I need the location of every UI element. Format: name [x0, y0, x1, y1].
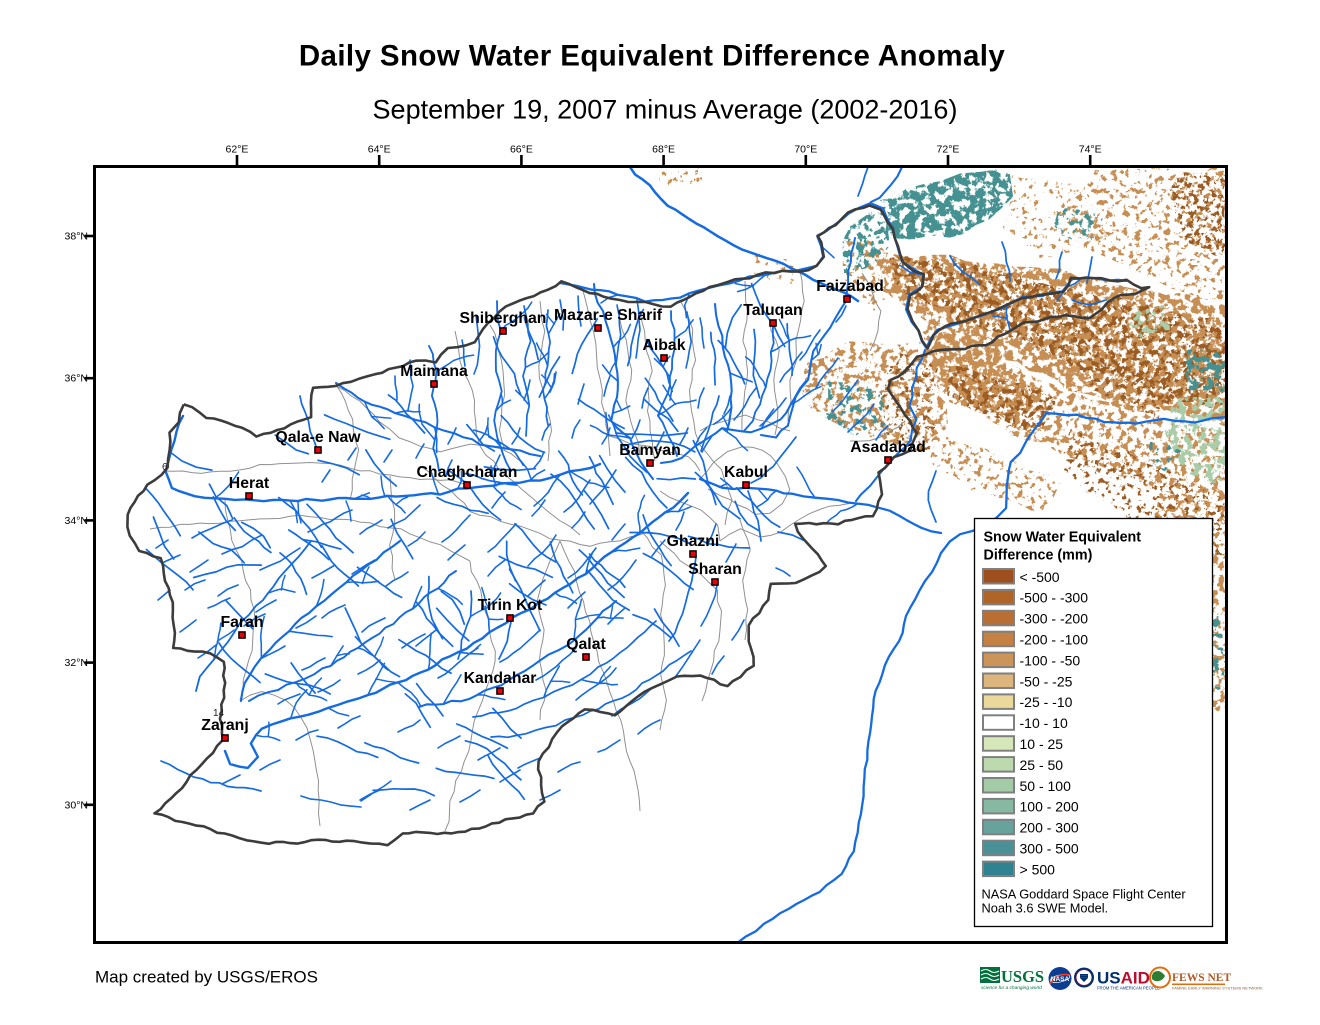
svg-text:100 - 200: 100 - 200: [1020, 799, 1079, 815]
svg-text:FAMINE EARLY WARNING SYSTEMS N: FAMINE EARLY WARNING SYSTEMS NETWORK: [1172, 986, 1263, 991]
svg-text:Difference (mm): Difference (mm): [984, 548, 1093, 564]
svg-text:34°N: 34°N: [65, 515, 88, 527]
svg-text:50 - 100: 50 - 100: [1020, 778, 1072, 794]
svg-text:Daily Snow Water Equivalent Di: Daily Snow Water Equivalent Difference A…: [299, 40, 1006, 73]
svg-text:Noah 3.6 SWE Model.: Noah 3.6 SWE Model.: [982, 901, 1109, 916]
svg-text:Snow Water Equivalent: Snow Water Equivalent: [984, 530, 1142, 546]
svg-text:Qala-e Naw: Qala-e Naw: [275, 429, 361, 446]
svg-text:-50 - -25: -50 - -25: [1020, 673, 1073, 689]
svg-text:NASA Goddard Space Flight Cent: NASA Goddard Space Flight Center: [982, 887, 1187, 902]
svg-text:Asadabad: Asadabad: [850, 439, 926, 456]
svg-text:Maimana: Maimana: [400, 363, 468, 380]
svg-text:Zaranj: Zaranj: [201, 717, 248, 734]
svg-text:62°E: 62°E: [226, 144, 249, 156]
svg-text:-500 - -300: -500 - -300: [1020, 590, 1089, 606]
svg-text:Ghazni: Ghazni: [667, 533, 720, 550]
svg-text:USGS: USGS: [1001, 967, 1044, 986]
svg-text:September 19, 2007 minus Avera: September 19, 2007 minus Average (2002-2…: [373, 95, 958, 125]
svg-text:Kandahar: Kandahar: [464, 670, 537, 687]
svg-text:< -500: < -500: [1020, 569, 1060, 585]
svg-text:FROM THE AMERICAN PEOPLE: FROM THE AMERICAN PEOPLE: [1097, 986, 1160, 991]
svg-text:Tirin Kot: Tirin Kot: [478, 597, 543, 614]
svg-text:Map created by USGS/EROS: Map created by USGS/EROS: [95, 968, 318, 987]
svg-text:Qalat: Qalat: [566, 636, 606, 653]
svg-text:-100 - -50: -100 - -50: [1020, 652, 1081, 668]
svg-text:Mazar-e Sharif: Mazar-e Sharif: [554, 307, 663, 324]
svg-text:72°E: 72°E: [937, 144, 960, 156]
svg-text:Kabul: Kabul: [724, 464, 768, 481]
svg-text:USAID: USAID: [1097, 969, 1150, 988]
svg-text:Farah: Farah: [220, 614, 263, 631]
svg-text:Faizabad: Faizabad: [816, 278, 884, 295]
svg-text:64°E: 64°E: [368, 144, 391, 156]
svg-text:6: 6: [162, 462, 168, 473]
svg-text:74°E: 74°E: [1079, 144, 1102, 156]
svg-text:30°N: 30°N: [65, 799, 88, 811]
svg-text:Chaghcharan: Chaghcharan: [417, 464, 518, 481]
svg-text:38°N: 38°N: [65, 231, 88, 243]
svg-text:36°N: 36°N: [65, 373, 88, 385]
svg-text:Shiberghan: Shiberghan: [460, 310, 547, 327]
svg-text:-300 - -200: -300 - -200: [1020, 611, 1089, 627]
svg-text:200 - 300: 200 - 300: [1020, 820, 1079, 836]
svg-text:Herat: Herat: [229, 475, 270, 492]
svg-text:300 - 500: 300 - 500: [1020, 841, 1079, 857]
svg-text:> 500: > 500: [1020, 861, 1056, 877]
svg-text:66°E: 66°E: [510, 144, 533, 156]
svg-text:14: 14: [213, 708, 225, 719]
svg-text:25 - 50: 25 - 50: [1020, 757, 1064, 773]
svg-text:-200 - -100: -200 - -100: [1020, 632, 1089, 648]
svg-text:32°N: 32°N: [65, 657, 88, 669]
svg-text:Aibak: Aibak: [642, 337, 685, 354]
svg-text:-10 - 10: -10 - 10: [1020, 715, 1068, 731]
svg-text:-25 - -10: -25 - -10: [1020, 694, 1073, 710]
svg-text:70°E: 70°E: [794, 144, 817, 156]
svg-text:Taluqan: Taluqan: [743, 302, 802, 319]
svg-text:FEWS NET: FEWS NET: [1172, 972, 1231, 984]
svg-text:10 - 25: 10 - 25: [1020, 736, 1064, 752]
svg-text:Bamyan: Bamyan: [619, 442, 680, 459]
svg-text:Sharan: Sharan: [688, 561, 742, 578]
svg-text:science for a changing world: science for a changing world: [981, 985, 1042, 991]
svg-text:NASA: NASA: [1051, 976, 1070, 983]
svg-text:68°E: 68°E: [652, 144, 675, 156]
